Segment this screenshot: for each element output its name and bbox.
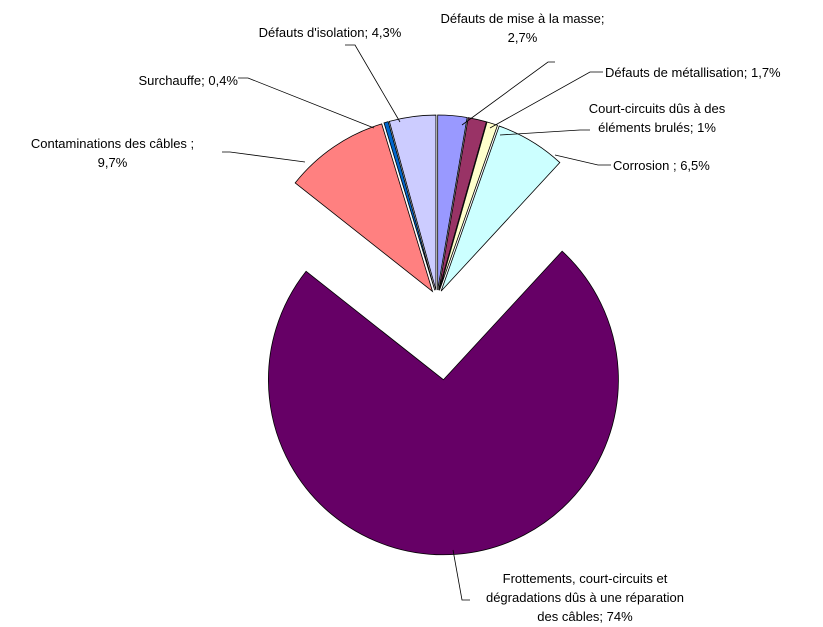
category-label: Défauts de métallisation; [605,65,748,80]
data-label: Surchauffe; 0,4% [110,71,238,90]
leader-line [461,61,555,126]
value-label: 1% [697,120,716,135]
category-label: Surchauffe; [138,73,205,88]
data-label: Frottements, court-circuits et dégradati… [480,569,690,626]
leader-line [452,549,470,601]
pie-slice [268,250,619,556]
pie-slice [383,121,436,291]
leader-line [345,44,401,123]
category-label: Corrosion ; [613,158,677,173]
value-label: 0,4% [208,73,238,88]
value-label: 4,3% [371,25,402,40]
leader-line [554,154,611,166]
value-label: 9,7% [97,155,128,170]
category-label: Défauts de mise à la masse; [440,11,605,26]
pie-slice [438,117,487,291]
category-label: Défauts d'isolation; [258,25,369,40]
value-label: 6,5% [680,158,710,173]
leader-line [489,71,603,129]
category-label: Court-circuits dûs à des éléments brulés… [588,101,726,135]
pie-slice [294,123,434,293]
value-label: 1,7% [750,65,781,80]
leader-line [222,151,306,163]
data-label: Contaminations des câbles ; 9,7% [5,134,220,172]
value-label: 74% [606,609,633,624]
pie-slice [437,114,468,291]
leader-line [238,77,375,129]
value-label: 2,7% [507,30,538,45]
data-label: Défauts d'isolation; 4,3% [240,23,420,42]
pie-slice [439,121,499,291]
pie-slice [440,125,561,292]
data-label: Court-circuits dûs à des éléments brulés… [577,99,737,137]
data-label: Corrosion ; 6,5% [613,156,763,175]
pie-slice [388,114,437,291]
category-label: Contaminations des câbles ; [30,136,195,151]
data-label: Défauts de mise à la masse; 2,7% [440,9,605,47]
leader-line [499,129,590,136]
category-label: Frottements, court-circuits et dégradati… [485,571,685,624]
data-label: Défauts de métallisation; 1,7% [605,63,805,82]
